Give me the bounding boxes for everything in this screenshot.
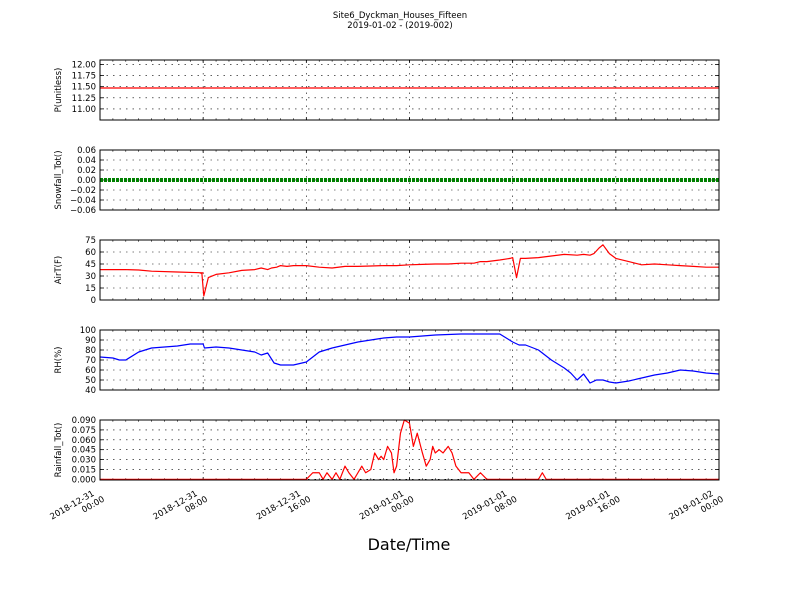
- y-tick-label: 30: [85, 272, 96, 282]
- x-axis-label: Date/Time: [368, 535, 451, 554]
- y-axis-label: P(unitless): [54, 68, 64, 113]
- y-tick-label: 0.06: [77, 146, 96, 156]
- y-tick-label: 80: [85, 346, 96, 356]
- y-tick-label: 0.075: [72, 426, 96, 436]
- series-line-airtf: [100, 244, 719, 297]
- x-tick-label: 2018-12-3100:00: [49, 486, 107, 531]
- series-line-rainfalltot: [100, 419, 719, 480]
- y-tick-label: 50: [85, 376, 96, 386]
- y-axis-label: Snowfall_Tot(): [54, 150, 64, 209]
- x-tick-label: 2019-01-0116:00: [564, 486, 622, 531]
- y-tick-label: −0.04: [70, 196, 96, 206]
- y-tick-label: 75: [85, 236, 96, 246]
- y-tick-label: 0.045: [72, 446, 96, 456]
- axes-frame: [99, 59, 720, 121]
- y-tick-label: 15: [85, 284, 96, 294]
- y-tick-label: 60: [85, 366, 96, 376]
- x-tick-label: 2019-01-0100:00: [358, 486, 416, 531]
- y-tick-label: 0.04: [77, 156, 96, 166]
- y-axis-label: RH(%): [54, 346, 64, 373]
- y-tick-label: 12.00: [72, 60, 96, 70]
- y-tick-label: 100: [80, 326, 96, 336]
- y-tick-label: 40: [85, 386, 96, 396]
- axes-frame: [99, 149, 720, 211]
- y-tick-label: 0.000: [72, 475, 96, 485]
- y-tick-label: 11.00: [72, 105, 96, 115]
- y-axis-label: Rainfall_Tot(): [54, 423, 64, 478]
- x-tick-label: 2018-12-3108:00: [152, 486, 210, 531]
- y-tick-label: 11.25: [72, 94, 96, 104]
- y-tick-label: 11.75: [72, 72, 96, 82]
- chart-subtitle: 2019-01-02 - (2019-002): [347, 21, 453, 31]
- x-tick-label: 2019-01-0108:00: [461, 486, 519, 531]
- x-tick-label: 2018-12-3116:00: [255, 486, 313, 531]
- y-tick-label: −0.02: [70, 186, 96, 196]
- subplot-3: 75 60 45 30 15 0 AirT(F): [54, 236, 720, 306]
- y-tick-label: 0.090: [72, 416, 96, 426]
- y-tick-label: 0.060: [72, 436, 96, 446]
- series-line-rh: [99, 333, 720, 384]
- axes-frame: [99, 239, 720, 301]
- y-tick-label: 0.02: [77, 166, 96, 176]
- y-tick-label: 45: [85, 260, 96, 270]
- x-tick-label: 2019-01-0200:00: [668, 486, 726, 531]
- y-tick-label: 60: [85, 248, 96, 258]
- y-tick-label: 0.00: [77, 176, 96, 186]
- y-axis-label: AirT(F): [54, 256, 64, 284]
- y-tick-label: 90: [85, 336, 96, 346]
- chart-title: Site6_Dyckman_Houses_Fifteen: [332, 11, 468, 21]
- subplot-2: 0.060.040.020.00−0.02−0.04−0.06 Snowfall_…: [54, 146, 720, 216]
- y-tick-label: 11.50: [72, 83, 96, 93]
- y-tick-label: 0: [91, 296, 96, 306]
- y-tick-label: 70: [85, 356, 96, 366]
- axes-frame: [99, 329, 720, 391]
- y-tick-label: 0.015: [72, 465, 96, 475]
- y-tick-label: −0.06: [70, 206, 96, 216]
- y-tick-label: 0.030: [72, 456, 96, 466]
- axes-frame: [99, 419, 720, 481]
